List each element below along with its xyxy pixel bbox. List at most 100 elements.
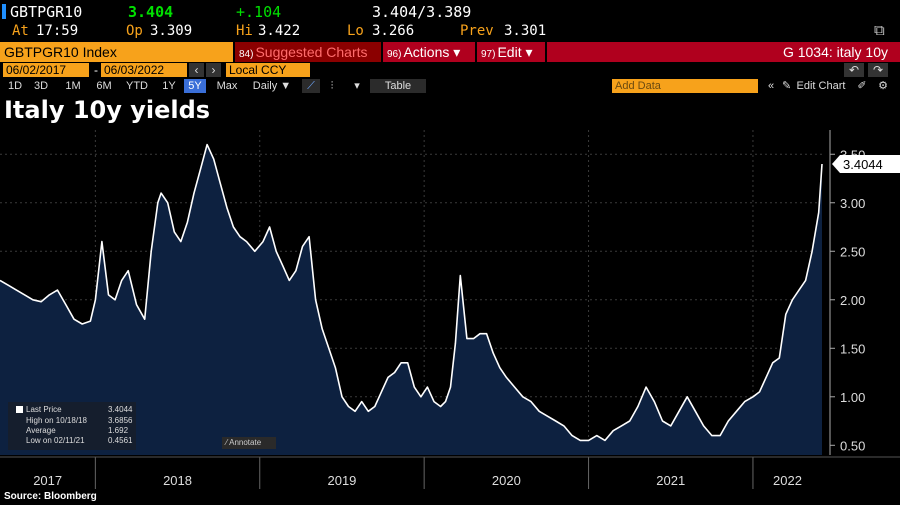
line-chart-icon[interactable]: ⟋ [302, 79, 320, 93]
chart-title: Italy 10y yields [4, 96, 211, 124]
legend[interactable]: Last Price 3.4044 High on 10/18/18 3.685… [8, 402, 136, 450]
edit-chart-icon[interactable]: ✎ [782, 80, 792, 92]
chevron-left-icon[interactable]: ‹ [189, 63, 204, 77]
x-tick-label: 2019 [327, 473, 356, 488]
period-bar: 1D 3D 1M 6M YTD 1Y 5Y Max Daily ▼ ⟋ ⫶ ▾ … [0, 78, 900, 94]
net-change: +.104 [236, 3, 282, 21]
quote-details: At 17:59 Op 3.309 Hi 3.422 Lo 3.266 Prev… [0, 22, 900, 42]
chart-id-field: G 1034: italy 10y [547, 42, 900, 62]
x-tick-label: 2018 [163, 473, 192, 488]
legend-last-price: Last Price 3.4044 [16, 405, 136, 415]
redo-icon[interactable]: ↷ [868, 63, 888, 77]
undo-icon[interactable]: ↶ [844, 63, 864, 77]
legend-avg-value: 1.692 [108, 426, 129, 435]
source-note: Source: Bloomberg [4, 491, 97, 502]
add-data-input[interactable]: Add Data [612, 79, 758, 93]
bid-ask: 3.404/3.389 [372, 3, 472, 21]
period-1m[interactable]: 1M [65, 80, 81, 92]
high-value: 3.422 [258, 23, 301, 39]
edit-chart-button[interactable]: Edit Chart [796, 80, 846, 92]
collapse-icon[interactable]: « [767, 80, 775, 92]
low-label: Lo [347, 23, 364, 39]
legend-avg-label: Average [26, 426, 56, 435]
y-tick-label: 3.00 [840, 196, 865, 211]
security-field[interactable]: GBTPGR10 Index [0, 42, 233, 62]
end-date-input[interactable]: 06/03/2022 [101, 63, 187, 77]
legend-low-label: Low on 02/11/21 [26, 436, 85, 445]
x-tick-label: 2022 [773, 473, 802, 488]
y-tick-label: 2.00 [840, 293, 865, 308]
y-tick-label: 1.50 [840, 341, 865, 356]
function-toolbar: GBTPGR10 Index 84) Suggested Charts 96) Ac… [0, 42, 900, 62]
period-ytd[interactable]: YTD [126, 80, 148, 92]
prev-value: 3.301 [504, 23, 547, 39]
legend-high: High on 10/18/18 3.6856 [16, 416, 136, 426]
start-date-input[interactable]: 06/02/2017 [3, 63, 89, 77]
actions-menu[interactable]: 96) Actions ▾ [383, 42, 475, 62]
frequency-select[interactable]: Daily ▼ [252, 80, 292, 92]
open-value: 3.309 [150, 23, 193, 39]
edit-menu[interactable]: 97) Edit ▾ [477, 42, 545, 62]
chart-id: G 1034: italy 10y [782, 44, 888, 60]
edit-badge: 97) [481, 49, 496, 60]
chevron-right-icon[interactable]: › [206, 63, 221, 77]
legend-square-icon [16, 406, 23, 413]
period-max[interactable]: Max [216, 80, 238, 92]
y-tick-label: 2.50 [840, 244, 865, 259]
pencil-icon: ⁄ [226, 438, 230, 447]
series-area [0, 144, 822, 455]
period-1y[interactable]: 1Y [162, 80, 176, 92]
open-label: Op [126, 23, 143, 39]
annotate-label: Annotate [229, 438, 262, 447]
actions-label: Actions ▾ [403, 44, 461, 60]
legend-high-value: 3.6856 [108, 416, 133, 425]
quote-header: GBTPGR10 3.404 +.104 3.404/3.389 [0, 0, 900, 22]
y-axis: 0.501.001.502.002.503.003.50 [829, 130, 865, 455]
actions-badge: 96) [387, 49, 402, 60]
legend-average: Average 1.692 [16, 426, 136, 436]
table-button[interactable]: Table [370, 79, 426, 93]
annotate-button[interactable]: ⁄ Annotate [222, 437, 276, 449]
legend-low: Low on 02/11/21 0.4561 [16, 436, 136, 446]
time-label: At [12, 23, 29, 39]
period-3d[interactable]: 3D [33, 80, 49, 92]
security-marker [2, 4, 6, 19]
suggested-label: Suggested Charts [255, 44, 368, 60]
last-price: 3.404 [128, 3, 174, 21]
last-value-text: 3.4044 [843, 157, 883, 172]
bar-chart-icon[interactable]: ⫶ [330, 80, 334, 92]
gear-icon[interactable]: ⚙ [878, 80, 888, 92]
x-tick-label: 2021 [656, 473, 685, 488]
x-tick-label: 2020 [492, 473, 521, 488]
x-axis: 2017 2018 2019 2020 2021 2022 [0, 456, 900, 489]
period-6m[interactable]: 6M [96, 80, 112, 92]
suggested-badge: 84) [239, 49, 254, 60]
quote-time: 17:59 [36, 23, 79, 39]
chart-tools-icon[interactable]: ✐ [857, 80, 867, 92]
security-name: GBTPGR10 Index [4, 44, 117, 60]
y-tick-label: 0.50 [840, 438, 865, 453]
last-value-box [832, 154, 900, 173]
y-tick-label: 1.00 [840, 390, 865, 405]
x-tick-label: 2017 [33, 473, 62, 488]
date-range-separator: - [94, 63, 98, 77]
legend-last-label: Last Price [26, 405, 62, 414]
ticker[interactable]: GBTPGR10 [10, 3, 83, 21]
series-line [0, 143, 823, 442]
period-5y[interactable]: 5Y [184, 79, 206, 93]
currency-select[interactable]: Local CCY [226, 63, 310, 77]
edit-label: Edit ▾ [497, 44, 533, 60]
popout-icon[interactable]: ⧉ [874, 22, 885, 39]
legend-high-label: High on 10/18/18 [26, 416, 87, 425]
legend-low-value: 0.4561 [108, 436, 133, 445]
chart-type-dropdown-icon[interactable]: ▾ [354, 80, 360, 92]
last-value-tag: 3.4044 [832, 154, 900, 173]
period-1d[interactable]: 1D [7, 80, 23, 92]
prev-label: Prev [460, 23, 494, 39]
low-value: 3.266 [372, 23, 415, 39]
legend-last-value: 3.4044 [108, 405, 133, 414]
suggested-charts-button[interactable]: 84) Suggested Charts [235, 42, 381, 62]
date-range-bar: 06/02/2017 - 06/03/2022 ‹ › Local CCY ↶ … [0, 62, 900, 78]
high-label: Hi [236, 23, 253, 39]
